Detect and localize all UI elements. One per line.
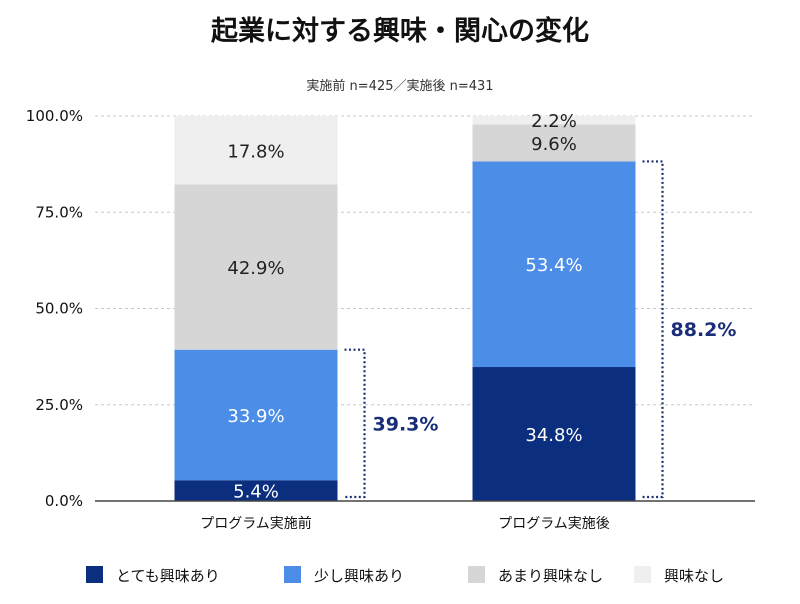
x-category-label: プログラム実施後 bbox=[498, 516, 610, 532]
bar-segment bbox=[174, 184, 338, 350]
x-category-label: プログラム実施前 bbox=[200, 515, 312, 532]
y-tick-label: 50.0% bbox=[35, 300, 83, 318]
chart-subtitle: 実施前 n=425／実施後 n=431 bbox=[306, 78, 493, 94]
y-axis-ticks: 0.0% 25.0% 50.0% 75.0% 100.0% bbox=[26, 107, 83, 510]
legend-label: あまり興味なし bbox=[498, 567, 603, 585]
data-label: 33.9% bbox=[227, 406, 284, 427]
chart-title: 起業に対する興味・関心の変化 bbox=[211, 15, 589, 47]
bar-segment bbox=[472, 161, 636, 368]
bracket-annotations: 39.3% 88.2% bbox=[344, 160, 737, 499]
y-tick-label: 75.0% bbox=[35, 203, 83, 221]
y-tick-label: 100.0% bbox=[26, 107, 83, 125]
y-tick-label: 0.0% bbox=[45, 492, 83, 510]
legend-swatch bbox=[634, 566, 651, 583]
legend-swatch bbox=[86, 566, 103, 583]
bar-segment bbox=[174, 349, 338, 481]
bar-segment bbox=[472, 124, 636, 162]
data-label: 5.4% bbox=[233, 482, 279, 503]
bars: 5.4% 33.9% 42.9% 17.8% 34.8% 53.4% 9.6%2.2% bbox=[174, 111, 636, 503]
bracket-label: 39.3% bbox=[373, 413, 439, 435]
data-label: 34.8% bbox=[525, 425, 582, 446]
x-axis-categories: プログラム実施前 プログラム実施後 bbox=[200, 515, 610, 532]
legend-swatch bbox=[284, 566, 301, 583]
data-label: 9.6% bbox=[531, 134, 577, 155]
data-label: 17.8% bbox=[227, 141, 284, 162]
y-tick-label: 25.0% bbox=[35, 396, 83, 414]
bar-segment bbox=[472, 116, 636, 125]
legend-label: 興味なし bbox=[664, 567, 724, 585]
legend-label: 少し興味あり bbox=[314, 567, 404, 585]
bar-segment bbox=[174, 116, 338, 185]
legend-label: とても興味あり bbox=[116, 567, 220, 585]
bar-segment bbox=[472, 367, 636, 501]
data-label: 2.2% bbox=[531, 111, 577, 132]
bracket bbox=[344, 348, 366, 499]
legend: とても興味あり 少し興味あり あまり興味なし 興味なし bbox=[86, 566, 724, 585]
bracket-label: 88.2% bbox=[671, 319, 737, 341]
legend-swatch bbox=[468, 566, 485, 583]
data-label: 53.4% bbox=[525, 255, 582, 276]
bracket bbox=[642, 160, 664, 499]
bar-segment bbox=[174, 480, 338, 501]
data-label: 42.9% bbox=[227, 258, 284, 279]
